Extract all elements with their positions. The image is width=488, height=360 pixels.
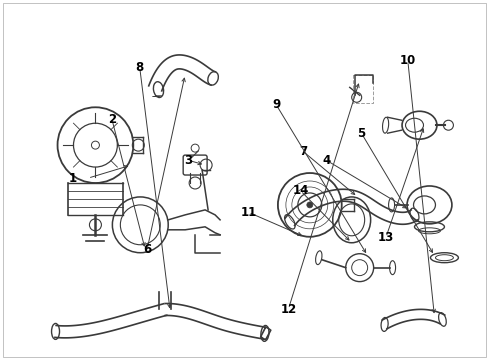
Text: 5: 5 xyxy=(357,127,365,140)
Text: 1: 1 xyxy=(69,172,77,185)
Text: 14: 14 xyxy=(292,184,308,197)
Text: 11: 11 xyxy=(240,206,256,219)
Circle shape xyxy=(306,202,312,208)
Text: 8: 8 xyxy=(135,60,143,73)
Text: 3: 3 xyxy=(184,154,192,167)
Text: 10: 10 xyxy=(399,54,415,67)
Text: 6: 6 xyxy=(142,243,151,256)
Text: 12: 12 xyxy=(280,303,296,316)
Text: 9: 9 xyxy=(271,98,280,111)
Text: 2: 2 xyxy=(107,113,116,126)
Text: 4: 4 xyxy=(322,154,330,167)
Text: 7: 7 xyxy=(298,145,306,158)
Text: 13: 13 xyxy=(377,231,393,244)
